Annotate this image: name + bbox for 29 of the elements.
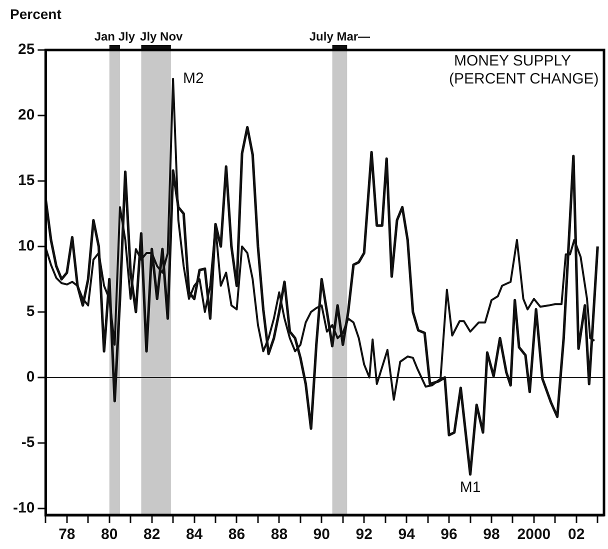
x-tick-label: 02 [568, 526, 585, 544]
x-tick-label: 78 [58, 526, 76, 544]
x-tick-label: 94 [398, 526, 416, 544]
y-tick-label: 0 [26, 368, 35, 386]
chart-title: MONEY SUPPLY [454, 52, 571, 70]
y-tick-label: 20 [18, 106, 35, 124]
x-tick-label: 80 [101, 526, 118, 544]
x-tick-label: 96 [440, 526, 458, 544]
x-tick-label: 92 [356, 526, 372, 544]
x-tick-label: 82 [143, 526, 160, 544]
x-tick-label: 2000 [517, 526, 551, 544]
y-tick-label: -10 [12, 500, 35, 517]
y-tick-label: 25 [18, 41, 35, 58]
y-tick-label: 10 [18, 238, 35, 255]
series-label: M1 [460, 479, 481, 496]
y-axis-title: Percent [10, 6, 62, 22]
band-label: Jly Nov [140, 29, 184, 44]
text: (PERCENT CHANGE) [449, 70, 599, 88]
y-tick-label: 15 [18, 172, 35, 190]
x-tick-label: 86 [228, 526, 246, 544]
band-label: Jan Jly [94, 29, 136, 44]
y-tick-label: -5 [21, 434, 35, 452]
x-tick-label: 98 [483, 526, 500, 544]
y-tick-label: 5 [26, 303, 35, 320]
series-label: M2 [183, 70, 204, 87]
x-tick-label: 88 [270, 526, 288, 544]
x-tick-label: 90 [313, 526, 330, 544]
band-label: July Mar— [309, 29, 370, 44]
x-tick-label: 84 [186, 526, 204, 544]
